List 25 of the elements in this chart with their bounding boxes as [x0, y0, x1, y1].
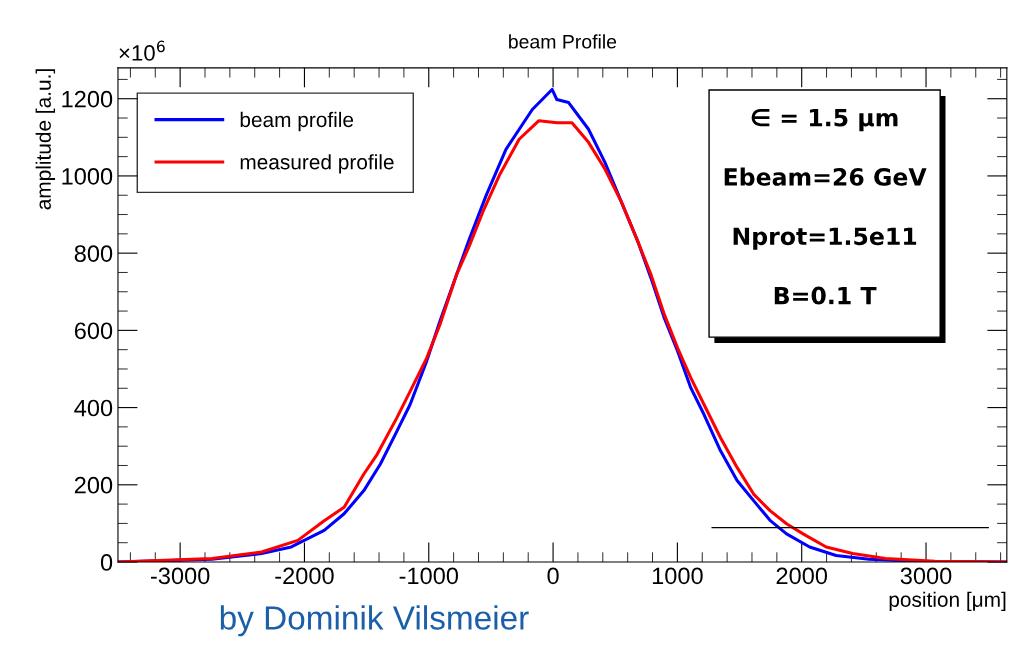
x-tick-label: 2000	[776, 567, 828, 585]
x-tick-label: -2000	[275, 567, 334, 585]
text: by Dominik Vilsmeier	[220, 605, 529, 637]
annotation: Nprot=1.5e11	[733, 227, 917, 250]
y-tick-label: 400	[74, 399, 113, 417]
x-tick-label: 3000	[900, 567, 952, 585]
legend-label: measured profile	[240, 154, 394, 174]
chart-title: beam Profile	[509, 34, 617, 49]
annotation: ∈ = 1.5 μm	[751, 108, 898, 132]
legend-label: beam profile	[240, 111, 354, 132]
x-tick-label: -3000	[150, 567, 210, 585]
x-axis-title: position [μm]	[889, 591, 1006, 612]
y-tick-label: 1000	[62, 168, 113, 185]
annotation: B=0.1 T	[774, 286, 877, 305]
x-tick-label: 0	[547, 567, 559, 585]
y-tick-label: 0	[100, 554, 113, 571]
y-tick-label: 600	[74, 322, 113, 340]
y-tick-label: 800	[74, 245, 113, 262]
annotation: Ebeam=26 GeV	[724, 167, 927, 186]
x-tick-label: 1000	[652, 567, 703, 585]
y-tick-label: 1200	[62, 90, 113, 108]
x-tick-label: -1000	[399, 567, 459, 585]
y-tick-label: 200	[74, 476, 113, 494]
text: ×10$^{6}$	[119, 40, 165, 61]
y-axis-title: amplitude [a.u.]	[35, 69, 56, 210]
